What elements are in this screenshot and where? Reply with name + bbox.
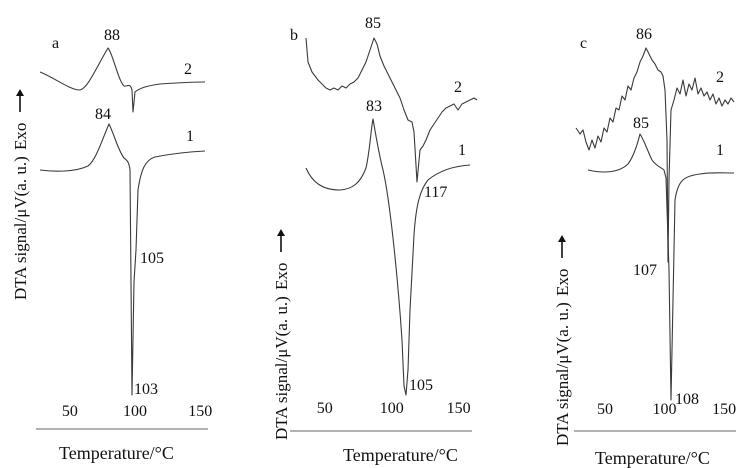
panel-b-peak-label-105: 105 <box>409 377 433 394</box>
panel-b-x-ticks: 50 100 150 <box>317 400 471 417</box>
panel-c-exo-label: Exo <box>553 269 572 296</box>
panel-b-peak-label-117: 117 <box>424 184 447 201</box>
panel-a-ylabel-text: DTA signal/μV(a. u.) <box>11 156 30 300</box>
panel-a-curve-2 <box>39 47 206 113</box>
panel-c: c DTA signal/μV(a. u.) Exo 86 85 107 108… <box>553 26 736 468</box>
panel-b-ylabel-text: DTA signal/μV(a. u.) <box>272 296 291 440</box>
panel-c-x-ticks: 50 100 150 <box>597 401 736 418</box>
panel-a-ylabel: DTA signal/μV(a. u.) Exo <box>11 89 30 300</box>
panel-a-exo-arrow-icon <box>16 89 24 112</box>
panel-b-x-axis-title: Temperature/°C <box>343 445 458 465</box>
panel-c-ylabel: DTA signal/μV(a. u.) Exo <box>553 235 572 446</box>
panel-c-peak-label-107: 107 <box>633 262 657 279</box>
panel-c-x-tick-label: 100 <box>653 401 677 418</box>
panel-a-series-label-1: 1 <box>186 128 194 145</box>
panel-c-exo-arrow-icon <box>558 235 566 258</box>
panel-b: b DTA signal/μV(a. u.) Exo 85 83 117 105… <box>272 15 478 465</box>
panel-b-peak-label-83: 83 <box>366 98 382 115</box>
panel-c-ylabel-text: DTA signal/μV(a. u.) <box>553 302 572 446</box>
panel-b-peak-label-85: 85 <box>365 15 381 32</box>
panel-b-ylabel: DTA signal/μV(a. u.) Exo <box>272 229 291 440</box>
panel-b-x-tick-label: 50 <box>317 400 333 417</box>
panel-a-exo-label: Exo <box>11 123 30 150</box>
panel-a-x-axis-title: Temperature/°C <box>59 443 174 463</box>
panel-a: a DTA signal/μV(a. u.) Exo 88 84 105 103… <box>11 27 212 463</box>
panel-a-x-tick-label: 50 <box>62 403 78 420</box>
panel-a-curve-1 <box>39 123 206 396</box>
panel-a-series-label-2: 2 <box>184 61 192 78</box>
panel-c-peak-label-108: 108 <box>675 391 699 408</box>
panel-b-series-label-2: 2 <box>454 79 462 96</box>
panel-a-peak-label-105: 105 <box>140 250 164 267</box>
panel-b-curve-1 <box>305 118 471 396</box>
panel-b-exo-arrow-icon <box>277 229 285 252</box>
panel-c-x-axis-title: Temperature/°C <box>595 448 710 468</box>
panel-c-curve-2 <box>575 47 735 263</box>
panel-c-x-tick-label: 150 <box>712 401 736 418</box>
panel-b-label: b <box>290 27 298 44</box>
panel-c-peak-label-85: 85 <box>633 115 649 132</box>
panel-a-peak-label-103: 103 <box>134 381 158 398</box>
panel-a-label: a <box>52 35 59 52</box>
panel-c-curve-1 <box>587 133 735 401</box>
panel-b-exo-label: Exo <box>272 263 291 290</box>
panel-c-label: c <box>580 35 587 52</box>
panel-c-peak-label-86: 86 <box>636 26 652 43</box>
panel-a-peak-label-84: 84 <box>95 106 111 123</box>
panel-a-x-tick-label: 150 <box>188 403 212 420</box>
panel-c-series-label-2: 2 <box>716 69 724 86</box>
panel-b-x-tick-label: 100 <box>380 400 404 417</box>
panel-b-curve-2 <box>305 37 478 183</box>
panel-c-x-tick-label: 50 <box>597 401 613 418</box>
panel-a-peak-label-88: 88 <box>104 27 120 44</box>
panel-c-series-label-1: 1 <box>716 142 724 159</box>
panel-a-x-tick-label: 100 <box>123 403 147 420</box>
panel-b-series-label-1: 1 <box>458 142 466 159</box>
panel-b-x-tick-label: 150 <box>447 400 471 417</box>
panel-a-x-ticks: 50 100 150 <box>62 403 212 420</box>
